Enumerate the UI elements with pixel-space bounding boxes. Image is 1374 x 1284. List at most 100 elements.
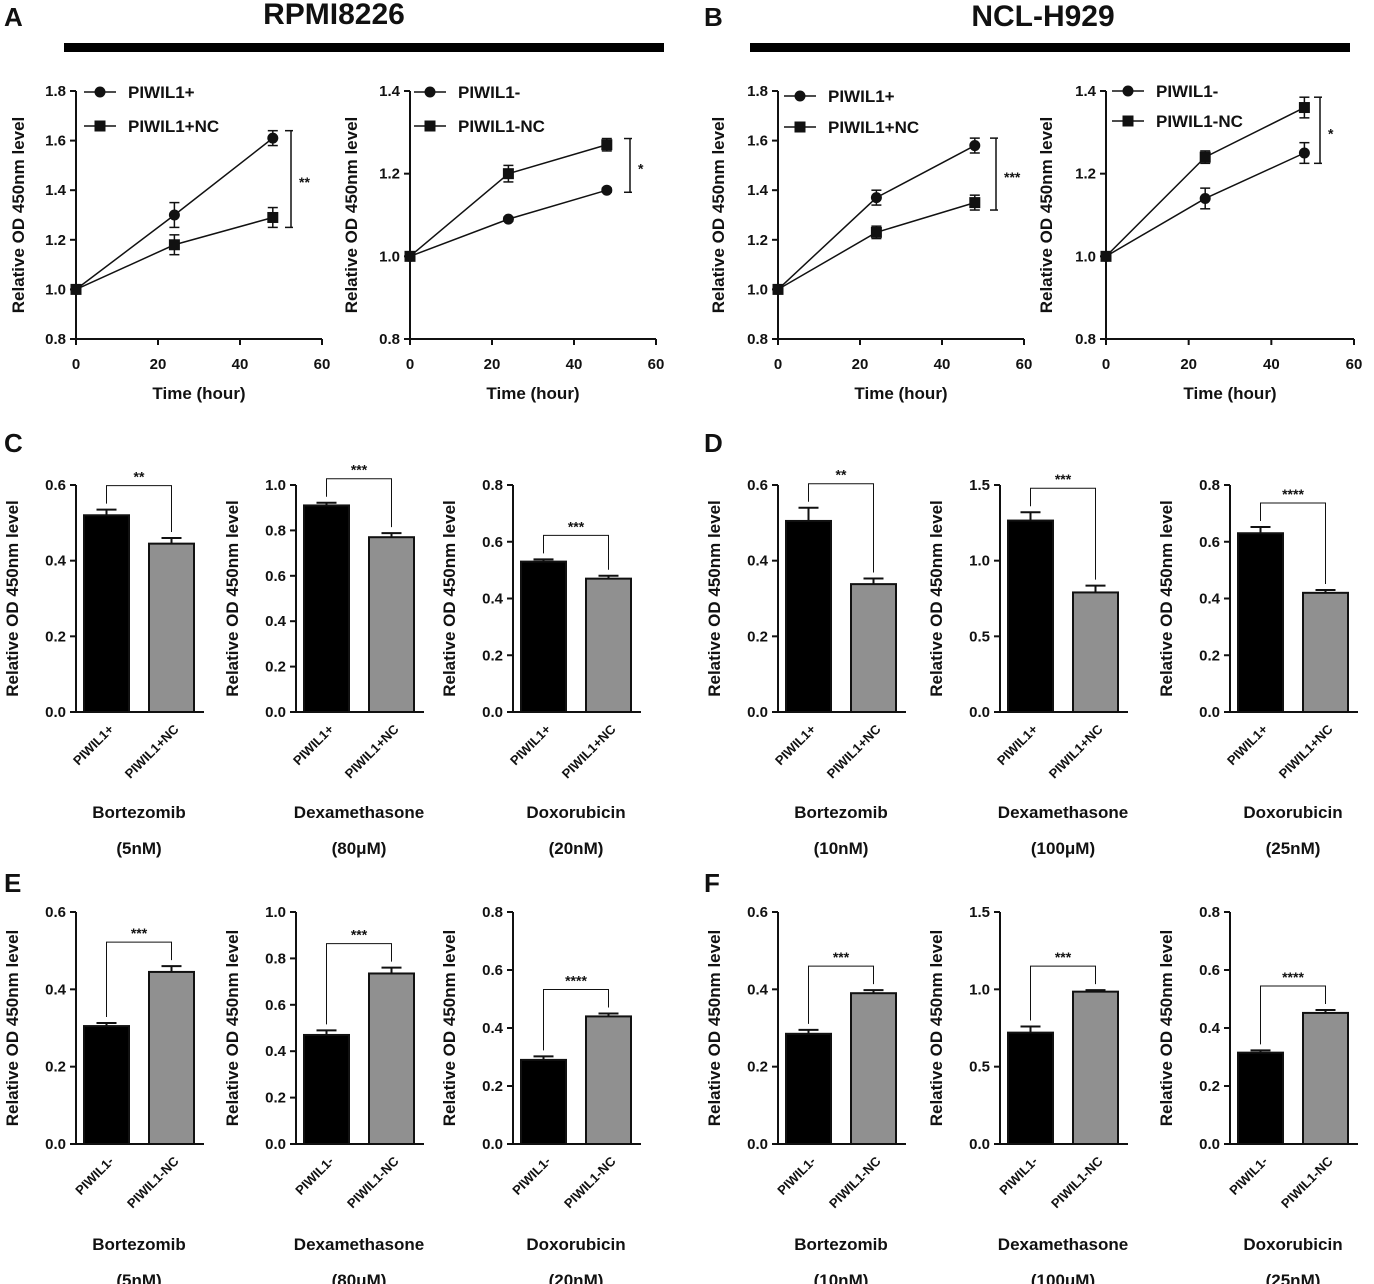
y-axis-label: Relative OD 450nm level [3, 930, 22, 1127]
y-tick-label: 1.6 [747, 133, 768, 150]
x-tick-label: 20 [484, 356, 501, 373]
y-axis-label: Relative OD 450nm level [705, 500, 724, 697]
y-tick-label: 0.2 [747, 628, 768, 645]
significance-label: *** [351, 462, 368, 478]
y-axis-label: Relative OD 450nm level [342, 117, 361, 314]
line-chart-b1: 0.8 1.0 1.2 1.4 1.6 1.8 0 20 40 60 Time (hour) Rela… [709, 83, 1032, 403]
sig-bracket [1030, 487, 1096, 580]
y-tick-label: 0.8 [45, 331, 66, 348]
y-axis-label: Relative OD 450nm level [440, 500, 459, 697]
y-tick-label: 1.2 [379, 166, 400, 183]
panel-letter-e: E [4, 868, 21, 898]
significance-label: *** [568, 518, 585, 534]
dose-label: (100μM) [1031, 839, 1095, 858]
x-tick-label: 60 [1346, 356, 1363, 373]
x-axis-label: Time (hour) [152, 384, 245, 403]
category-label: PIWIL1+ [772, 721, 819, 768]
bar-chart-d1: 0.0 0.2 0.4 0.6 Relative OD 450nm level PIWIL… [705, 467, 906, 858]
significance-label: **** [1282, 969, 1304, 985]
bar-chart-d2: 0.0 0.5 1.0 1.5 Relative OD 450nm level PIWIL… [927, 471, 1128, 858]
bar [368, 972, 415, 1145]
category-label: PIWIL1-NC [561, 1153, 619, 1211]
category-label: PIWIL1-NC [124, 1153, 182, 1211]
dose-label: (20nM) [549, 839, 604, 858]
y-tick-label: 0.2 [747, 1059, 768, 1076]
y-tick-label: 0.5 [969, 1059, 990, 1076]
data-point [168, 239, 180, 251]
line-chart-b2: 0.8 1.0 1.2 1.4 0 20 40 60 Time (hour) Relative O… [1037, 82, 1362, 403]
y-tick-label: 0.0 [1199, 704, 1220, 721]
dose-label: (100μM) [1031, 1271, 1095, 1284]
dose-label: (5nM) [116, 1271, 161, 1284]
x-tick-label: 20 [1180, 356, 1197, 373]
significance-label: **** [1282, 486, 1304, 502]
x-tick-label: 40 [566, 356, 583, 373]
bar [1072, 591, 1119, 713]
y-tick-label: 0.0 [969, 704, 990, 721]
bar [1072, 990, 1119, 1145]
data-point [267, 132, 279, 144]
legend-label: PIWIL1- [1156, 82, 1218, 101]
legend-marker [794, 90, 806, 102]
data-point [267, 211, 279, 223]
category-label: PIWIL1-NC [344, 1153, 402, 1211]
y-tick-label: 1.4 [45, 182, 67, 199]
significance-label: ** [836, 467, 847, 483]
bar [785, 519, 832, 713]
bar [785, 1032, 832, 1146]
header-bar-left [64, 43, 664, 52]
category-label: PIWIL1+ [507, 721, 554, 768]
bar [1007, 519, 1054, 714]
y-tick-label: 0.0 [969, 1136, 990, 1153]
y-tick-label: 0.0 [747, 1136, 768, 1153]
y-tick-label: 0.6 [265, 568, 286, 585]
y-axis-label: Relative OD 450nm level [223, 500, 242, 697]
drug-label: Doxorubicin [526, 803, 625, 822]
y-tick-label: 0.8 [265, 522, 286, 539]
drug-label: Bortezomib [92, 1235, 186, 1254]
panel-letter-c: C [4, 428, 23, 458]
category-label: PIWIL1+NC [1046, 721, 1106, 781]
y-axis-label: Relative OD 450nm level [927, 500, 946, 697]
data-point [870, 226, 882, 238]
sig-bracket [808, 483, 874, 573]
y-tick-label: 0.2 [45, 628, 66, 645]
panel-letter-f: F [704, 868, 720, 898]
category-label: PIWIL1- [72, 1154, 116, 1198]
panel-letter-a: A [4, 2, 23, 32]
data-point [1100, 250, 1112, 262]
y-tick-label: 0.2 [482, 647, 503, 664]
y-tick-label: 1.4 [1075, 83, 1097, 100]
bar [1237, 532, 1284, 713]
bar-chart-c1: 0.0 0.2 0.4 0.6 Relative OD 450nm level PIWIL… [3, 469, 204, 858]
x-tick-label: 60 [1016, 356, 1033, 373]
y-tick-label: 1.5 [969, 477, 990, 494]
y-tick-label: 1.8 [45, 83, 66, 100]
bar [148, 970, 195, 1146]
y-tick-label: 0.4 [45, 553, 67, 570]
significance-label: ** [299, 174, 310, 190]
y-tick-label: 0.6 [45, 477, 66, 494]
sig-bracket [106, 941, 172, 1017]
data-point [969, 197, 981, 209]
category-label: PIWIL1- [509, 1154, 553, 1198]
y-tick-label: 0.8 [482, 904, 503, 921]
dose-label: (80μM) [332, 1271, 387, 1284]
y-tick-label: 0.4 [747, 981, 769, 998]
header-ncl-h929: NCL-H929 [971, 0, 1114, 33]
y-tick-label: 0.0 [265, 1136, 286, 1153]
drug-label: Bortezomib [794, 1235, 888, 1254]
header-bar-right [750, 43, 1350, 52]
y-tick-label: 0.0 [265, 704, 286, 721]
y-tick-label: 0.4 [45, 981, 67, 998]
legend-marker [1122, 115, 1134, 127]
x-tick-label: 40 [934, 356, 951, 373]
dose-label: (80μM) [332, 839, 387, 858]
bar [303, 504, 350, 713]
y-tick-label: 0.8 [1199, 477, 1220, 494]
y-tick-label: 0.6 [482, 534, 503, 551]
y-tick-label: 0.2 [265, 1090, 286, 1107]
bar [520, 1058, 567, 1146]
y-tick-label: 0.4 [747, 553, 769, 570]
sig-bracket [808, 965, 874, 1024]
